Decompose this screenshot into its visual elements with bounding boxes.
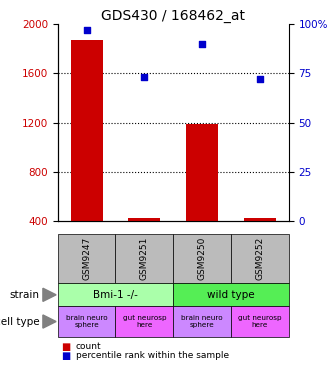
Point xyxy=(142,74,147,80)
Bar xyxy=(244,219,276,221)
Text: ■: ■ xyxy=(61,341,70,352)
Text: GSM9252: GSM9252 xyxy=(255,237,264,280)
Text: brain neuro
sphere: brain neuro sphere xyxy=(66,315,108,328)
Polygon shape xyxy=(43,288,56,302)
Text: percentile rank within the sample: percentile rank within the sample xyxy=(76,351,229,360)
Point xyxy=(257,76,263,82)
Polygon shape xyxy=(43,315,56,328)
Text: gut neurosp
here: gut neurosp here xyxy=(238,315,282,328)
Text: ■: ■ xyxy=(61,351,70,361)
Text: GSM9251: GSM9251 xyxy=(140,237,149,280)
Bar xyxy=(128,218,160,221)
Text: cell type: cell type xyxy=(0,317,40,326)
Point xyxy=(199,41,205,46)
Text: brain neuro
sphere: brain neuro sphere xyxy=(181,315,223,328)
Title: GDS430 / 168462_at: GDS430 / 168462_at xyxy=(101,9,245,23)
Text: wild type: wild type xyxy=(207,290,255,300)
Point xyxy=(84,27,89,33)
Bar xyxy=(186,124,218,221)
Bar xyxy=(71,40,103,221)
Text: GSM9247: GSM9247 xyxy=(82,237,91,280)
Text: count: count xyxy=(76,342,102,351)
Text: Bmi-1 -/-: Bmi-1 -/- xyxy=(93,290,138,300)
Text: strain: strain xyxy=(10,290,40,300)
Text: GSM9250: GSM9250 xyxy=(198,237,207,280)
Text: gut neurosp
here: gut neurosp here xyxy=(122,315,166,328)
